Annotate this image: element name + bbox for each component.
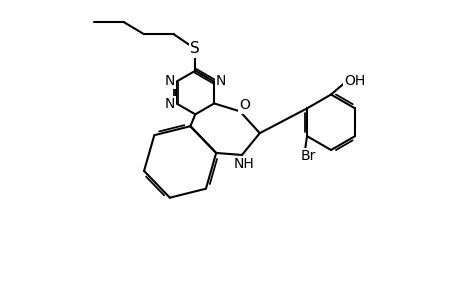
Text: Br: Br bbox=[300, 149, 315, 163]
Text: O: O bbox=[239, 98, 250, 112]
Text: N: N bbox=[215, 74, 226, 88]
Text: OH: OH bbox=[343, 74, 364, 88]
Text: N: N bbox=[164, 74, 174, 88]
Text: N: N bbox=[164, 98, 174, 111]
Text: S: S bbox=[190, 41, 200, 56]
Text: NH: NH bbox=[233, 157, 254, 171]
